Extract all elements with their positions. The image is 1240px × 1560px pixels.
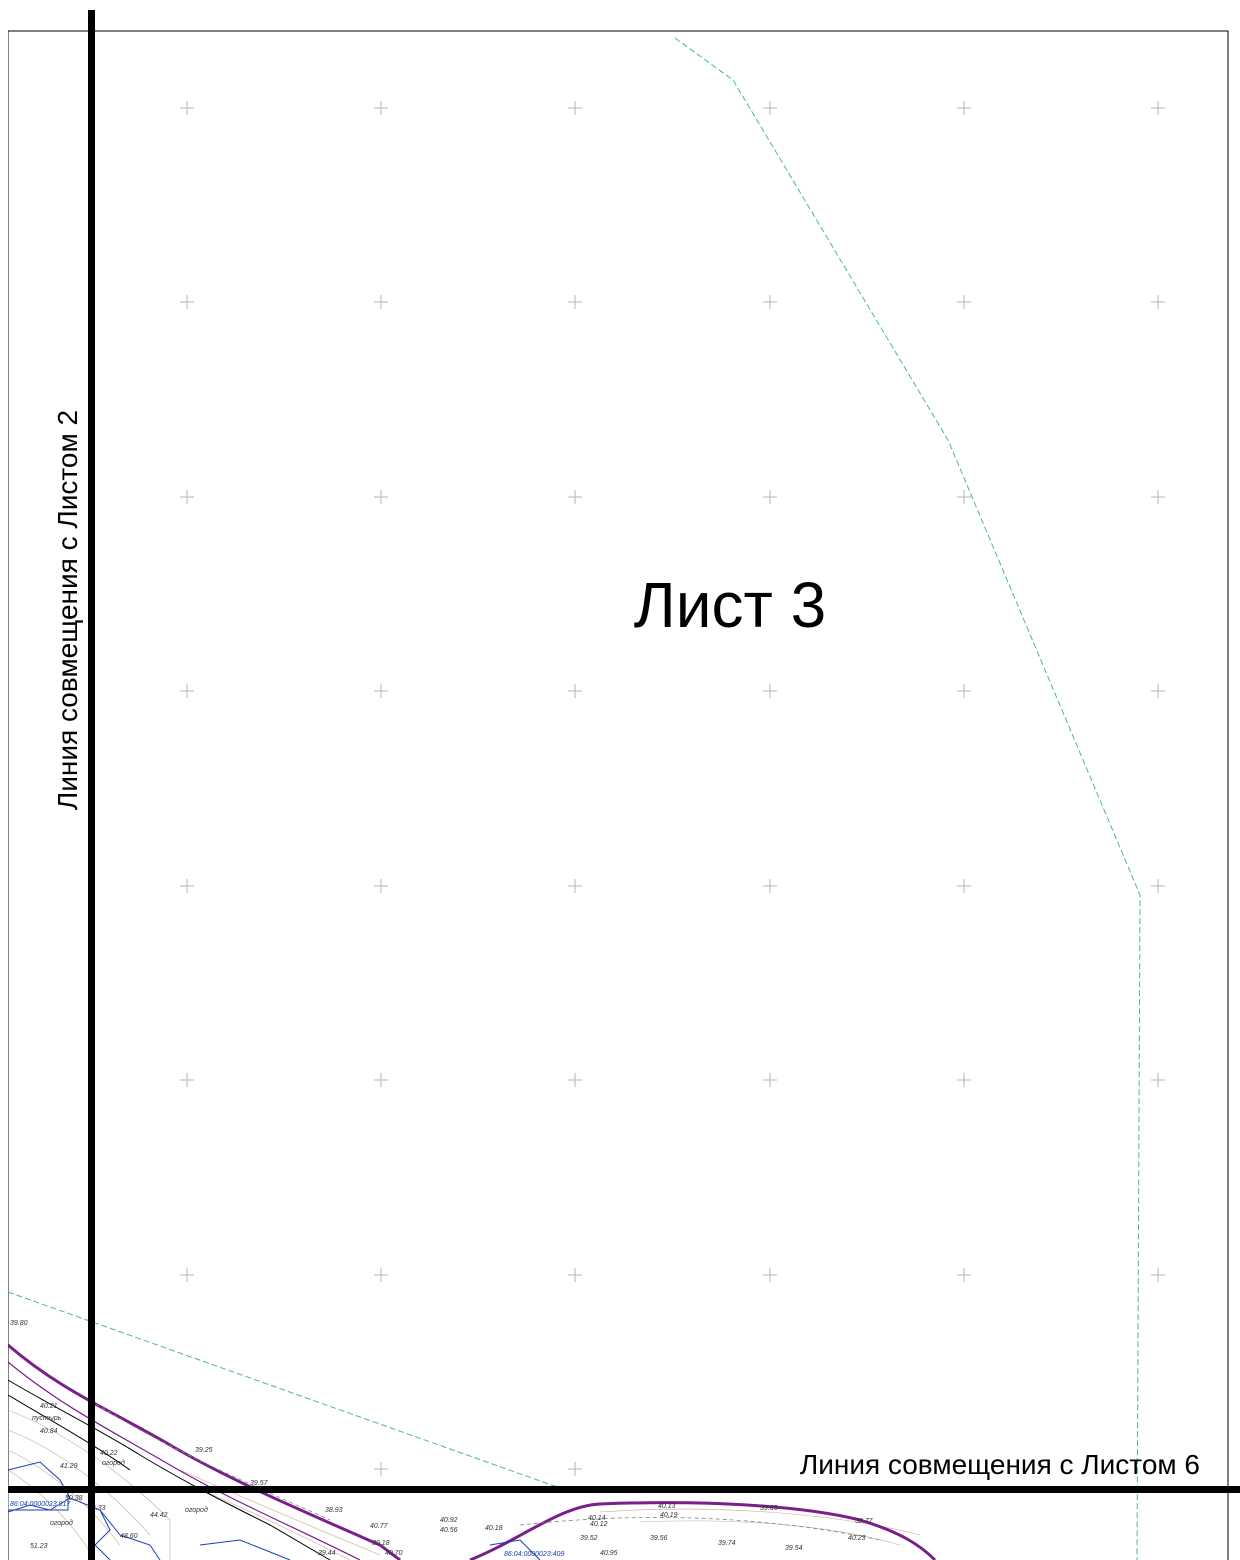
elevation-mark: 39.80 <box>10 1320 28 1327</box>
grid-cross <box>763 684 777 698</box>
elevation-mark: 39.44 <box>318 1550 336 1557</box>
elevation-mark: 44.42 <box>150 1512 168 1519</box>
boundary-line-lower <box>7 1291 561 1489</box>
elevation-mark: 40.14 <box>588 1515 606 1522</box>
grid-cross <box>763 490 777 504</box>
grid-cross <box>568 101 582 115</box>
grid-cross <box>957 879 971 893</box>
elevation-mark: 50.38 <box>65 1495 83 1502</box>
grid-cross <box>957 1073 971 1087</box>
grid-cross <box>374 1268 388 1282</box>
road-edge <box>7 1379 331 1560</box>
grid-cross <box>374 1462 388 1476</box>
grid-cross <box>568 490 582 504</box>
grid-cross <box>180 684 194 698</box>
elevation-mark: 39.57 <box>250 1480 269 1487</box>
survey-fragment: 86:04:0000023:917 86:04:0000023:409 39.8… <box>7 1320 937 1560</box>
elevation-mark: 40.56 <box>440 1527 458 1534</box>
grid-cross <box>1151 684 1165 698</box>
grid-cross <box>763 879 777 893</box>
cadastral-number: 86:04:0000023:917 <box>10 1501 71 1508</box>
elevation-mark: 41.29 <box>60 1463 78 1470</box>
elevation-mark: 38.93 <box>325 1507 343 1514</box>
elevation-mark: 40.95 <box>600 1550 618 1557</box>
grid-cross <box>1151 490 1165 504</box>
elevation-mark: 39.56 <box>650 1535 668 1542</box>
label-wasteland: пустырь <box>32 1415 62 1422</box>
grid-cross <box>568 1268 582 1282</box>
grid-cross <box>180 490 194 504</box>
elevation-mark: 40.84 <box>40 1428 58 1435</box>
grid-cross <box>763 295 777 309</box>
grid-cross <box>957 101 971 115</box>
cadastral-number: 86:04:0000023:409 <box>504 1551 564 1558</box>
elevation-mark: 39.18 <box>372 1540 390 1547</box>
elevation-mark: 40.21 <box>40 1403 58 1410</box>
grid-cross <box>763 1268 777 1282</box>
boundary-line-upper <box>674 37 1141 1560</box>
grid-cross <box>180 879 194 893</box>
elevation-mark: 39.74 <box>718 1540 736 1547</box>
grid-cross <box>1151 879 1165 893</box>
join-label-bottom: Линия совмещения с Листом 6 <box>799 1449 1200 1480</box>
elevation-mark: 40.13 <box>658 1503 676 1510</box>
join-line-horizontal <box>8 1486 1240 1493</box>
elevation-mark: 39.25 <box>195 1447 213 1454</box>
grid-cross <box>763 101 777 115</box>
grid-cross <box>568 1073 582 1087</box>
elevation-marks: 39.80 40.21 40.84 41.29 39.25 39.57 38.93 40.77… <box>10 1320 874 1557</box>
elevation-mark: 40.23 <box>848 1535 866 1542</box>
join-label-left: Линия совмещения с Листом 2 <box>52 409 83 811</box>
grid-cross <box>957 1268 971 1282</box>
grid-cross <box>763 1073 777 1087</box>
elevation-mark: 48.60 <box>120 1533 138 1540</box>
join-line-vertical <box>88 10 95 1560</box>
sheet-frame <box>7 30 1229 1560</box>
grid-cross <box>374 1073 388 1087</box>
label-garden: огород <box>102 1459 125 1467</box>
elevation-mark: 40.12 <box>590 1521 608 1528</box>
elevation-mark: 39.54 <box>785 1545 803 1552</box>
elevation-mark: 38.77 <box>855 1518 874 1525</box>
elevation-mark: 40.92 <box>440 1517 458 1524</box>
elevation-mark: 40.77 <box>370 1523 389 1530</box>
grid-cross <box>1151 1073 1165 1087</box>
grid-cross <box>1151 295 1165 309</box>
elevation-mark: 40.19 <box>660 1512 678 1519</box>
elevation-mark: 40.70 <box>385 1550 403 1557</box>
elevation-mark: 39.65 <box>760 1505 778 1512</box>
grid-cross <box>957 295 971 309</box>
grid-cross <box>568 879 582 893</box>
coordinate-grid <box>180 101 1165 1476</box>
label-garden: огород <box>50 1519 73 1527</box>
elevation-mark: 51.23 <box>30 1543 48 1550</box>
grid-cross <box>957 684 971 698</box>
elevation-mark: 39.52 <box>580 1535 598 1542</box>
grid-cross <box>1151 1268 1165 1282</box>
grid-cross <box>180 101 194 115</box>
sheet-title: Лист 3 <box>633 569 827 641</box>
elevation-mark: 40.22 <box>100 1450 118 1457</box>
grid-cross <box>957 490 971 504</box>
grid-cross <box>180 295 194 309</box>
grid-cross <box>374 684 388 698</box>
grid-cross <box>568 1462 582 1476</box>
red-line-secondary <box>7 1361 361 1560</box>
red-line-right <box>469 1501 937 1560</box>
grid-cross <box>374 490 388 504</box>
grid-cross <box>568 684 582 698</box>
grid-cross <box>180 1073 194 1087</box>
grid-cross <box>180 1268 194 1282</box>
label-garden: огород <box>185 1506 208 1514</box>
elevation-mark: 40.18 <box>485 1525 503 1532</box>
road-edge-2 <box>7 1394 131 1471</box>
grid-cross <box>374 101 388 115</box>
grid-cross <box>1151 101 1165 115</box>
grid-cross <box>568 295 582 309</box>
grid-cross <box>374 879 388 893</box>
grid-cross <box>374 295 388 309</box>
elevation-mark: 44.33 <box>88 1505 106 1512</box>
